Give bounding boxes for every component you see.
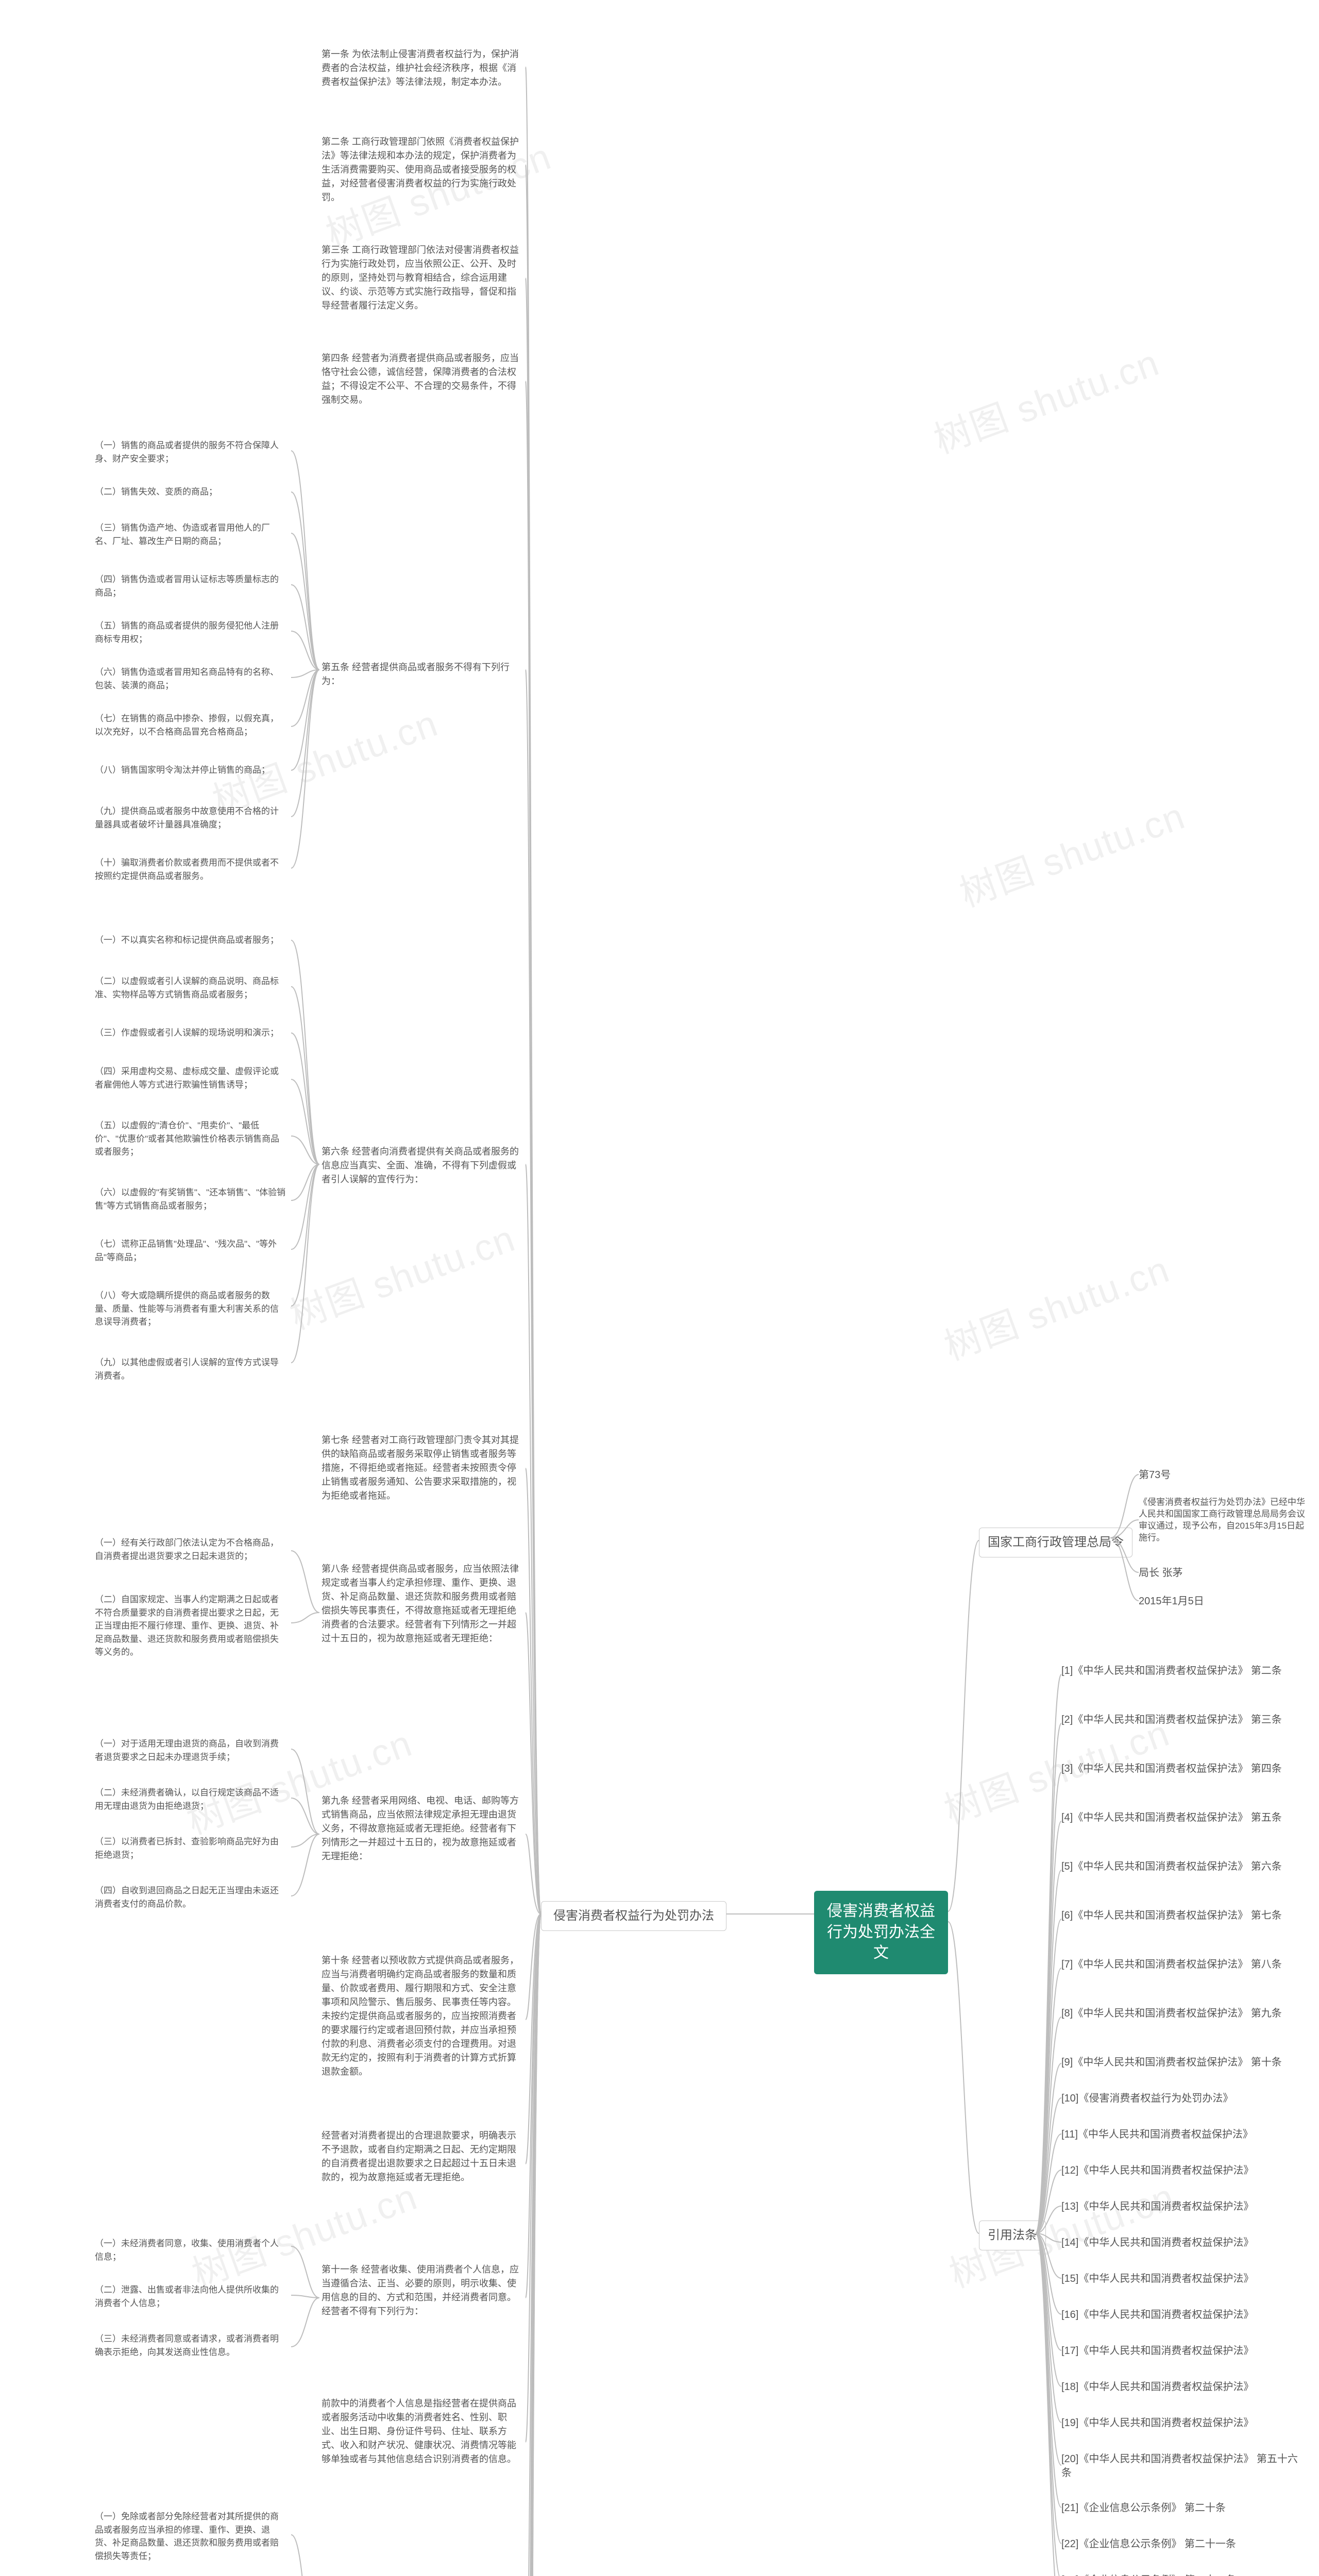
sub9-2: （三）以消费者已拆封、查验影响商品完好为由拒绝退货； bbox=[93, 1834, 289, 1862]
article-6: 第六条 经营者向消费者提供有关商品或者服务的信息应当真实、全面、准确，不得有下列… bbox=[319, 1144, 526, 1188]
sub5-8: （九）提供商品或者服务中故意使用不合格的计量器具或者破坏计量器具准确度； bbox=[93, 804, 289, 832]
article-5: 第五条 经营者提供商品或者服务不得有下列行为： bbox=[319, 659, 526, 689]
citation-6: [7]《中华人民共和国消费者权益保护法》 第八条 bbox=[1061, 1958, 1282, 1972]
citation-19: [20]《中华人民共和国消费者权益保护法》 第五十六条 bbox=[1061, 2452, 1304, 2480]
order-child-2: 局长 张茅 bbox=[1139, 1566, 1183, 1580]
watermark: 树图 shutu.cn bbox=[281, 1208, 521, 1340]
article-3: 第三条 工商行政管理部门依法对侵害消费者权益行为实施行政处罚，应当依照公正、公开… bbox=[319, 242, 526, 314]
sub5-7: （八）销售国家明令淘汰并停止销售的商品； bbox=[93, 762, 272, 778]
citation-20: [21]《企业信息公示条例》 第二十条 bbox=[1061, 2501, 1226, 2515]
sub5-6: （七）在销售的商品中掺杂、掺假，以假充真，以次充好，以不合格商品冒充合格商品； bbox=[93, 711, 289, 739]
sub6-4: （五）以虚假的"清仓价"、"甩卖价"、"最低价"、"优惠价"或者其他欺骗性价格表… bbox=[93, 1118, 289, 1160]
citation-9: [10]《侵害消费者权益行为处罚办法》 bbox=[1061, 2092, 1233, 2106]
citation-14: [15]《中华人民共和国消费者权益保护法》 bbox=[1061, 2272, 1254, 2286]
watermark: 树图 shutu.cn bbox=[925, 332, 1165, 464]
watermark: 树图 shutu.cn bbox=[951, 786, 1191, 917]
citation-10: [11]《中华人民共和国消费者权益保护法》 bbox=[1061, 2128, 1253, 2142]
sub8-1: （二）自国家规定、当事人约定期满之日起或者不符合质量要求的自消费者提出要求之日起… bbox=[93, 1592, 289, 1660]
sub6-7: （八）夸大或隐瞒所提供的商品或者服务的数量、质量、性能等与消费者有重大利害关系的… bbox=[93, 1288, 289, 1330]
citation-11: [12]《中华人民共和国消费者权益保护法》 bbox=[1061, 2164, 1254, 2178]
citation-13: [14]《中华人民共和国消费者权益保护法》 bbox=[1061, 2236, 1254, 2250]
sub6-1: （二）以虚假或者引人误解的商品说明、商品标准、实物样品等方式销售商品或者服务； bbox=[93, 974, 289, 1002]
sub6-3: （四）采用虚构交易、虚标成交量、虚假评论或者雇佣他人等方式进行欺骗性销售诱导； bbox=[93, 1064, 289, 1092]
citation-12: [13]《中华人民共和国消费者权益保护法》 bbox=[1061, 2200, 1254, 2214]
citation-1: [2]《中华人民共和国消费者权益保护法》 第三条 bbox=[1061, 1713, 1282, 1727]
citation-18: [19]《中华人民共和国消费者权益保护法》 bbox=[1061, 2416, 1254, 2430]
sub12-0: （一）免除或者部分免除经营者对其所提供的商品或者服务应当承担的修理、重作、更换、… bbox=[93, 2509, 289, 2564]
article-11b: 前款中的消费者个人信息是指经营者在提供商品或者服务活动中收集的消费者姓名、性别、… bbox=[319, 2396, 526, 2467]
sub5-3: （四）销售伪造或者冒用认证标志等质量标志的商品； bbox=[93, 572, 289, 600]
watermark: 树图 shutu.cn bbox=[936, 1239, 1176, 1370]
article-7: 第七条 经营者对工商行政管理部门责令其对其提供的缺陷商品或者服务采取停止销售或者… bbox=[319, 1432, 526, 1504]
sub11-1: （二）泄露、出售或者非法向他人提供所收集的消费者个人信息； bbox=[93, 2282, 289, 2311]
branch-order[interactable]: 国家工商行政管理总局令 bbox=[979, 1528, 1132, 1557]
order-child-0: 第73号 bbox=[1139, 1468, 1171, 1482]
citation-0: [1]《中华人民共和国消费者权益保护法》 第二条 bbox=[1061, 1664, 1282, 1678]
sub5-4: （五）销售的商品或者提供的服务侵犯他人注册商标专用权； bbox=[93, 618, 289, 647]
sub5-0: （一）销售的商品或者提供的服务不符合保障人身、财产安全要求； bbox=[93, 438, 289, 466]
sub5-9: （十）骗取消费者价款或者费用而不提供或者不按照约定提供商品或者服务。 bbox=[93, 855, 289, 884]
article-9: 第九条 经营者采用网络、电视、电话、邮购等方式销售商品，应当依照法律规定承担无理… bbox=[319, 1793, 526, 1865]
order-child-1: 《侵害消费者权益行为处罚办法》已经中华人民共和国国家工商行政管理总局局务会议审议… bbox=[1139, 1497, 1309, 1544]
citation-3: [4]《中华人民共和国消费者权益保护法》 第五条 bbox=[1061, 1811, 1282, 1825]
branch-citations-label: 引用法条 bbox=[988, 2228, 1037, 2242]
article-11: 第十一条 经营者收集、使用消费者个人信息，应当遵循合法、正当、必要的原则，明示收… bbox=[319, 2262, 526, 2319]
branch-left-main[interactable]: 侵害消费者权益行为处罚办法 bbox=[541, 1901, 726, 1931]
sub9-0: （一）对于适用无理由退货的商品，自收到消费者退货要求之日起未办理退货手续； bbox=[93, 1736, 289, 1765]
sub6-2: （三）作虚假或者引人误解的现场说明和演示； bbox=[93, 1025, 281, 1041]
branch-order-label: 国家工商行政管理总局令 bbox=[988, 1535, 1124, 1549]
sub9-1: （二）未经消费者确认，以自行规定该商品不适用无理由退货为由拒绝退货； bbox=[93, 1785, 289, 1814]
article-4: 第四条 经营者为消费者提供商品或者服务，应当恪守社会公德，诚信经营，保障消费者的… bbox=[319, 350, 526, 408]
citation-2: [3]《中华人民共和国消费者权益保护法》 第四条 bbox=[1061, 1762, 1282, 1776]
citation-4: [5]《中华人民共和国消费者权益保护法》 第六条 bbox=[1061, 1860, 1282, 1874]
article-2: 第二条 工商行政管理部门依照《消费者权益保护法》等法律法规和本办法的规定，保护消… bbox=[319, 134, 526, 206]
branch-left-label: 侵害消费者权益行为处罚办法 bbox=[553, 1909, 714, 1923]
sub11-0: （一）未经消费者同意，收集、使用消费者个人信息； bbox=[93, 2236, 289, 2264]
sub6-5: （六）以虚假的"有奖销售"、"还本销售"、"体验销售"等方式销售商品或者服务； bbox=[93, 1185, 289, 1213]
branch-citations[interactable]: 引用法条 bbox=[979, 2221, 1046, 2250]
citation-16: [17]《中华人民共和国消费者权益保护法》 bbox=[1061, 2344, 1254, 2358]
article-1: 第一条 为依法制止侵害消费者权益行为，保护消费者的合法权益，维护社会经济秩序，根… bbox=[319, 46, 526, 90]
sub5-5: （六）销售伪造或者冒用知名商品特有的名称、包装、装潢的商品； bbox=[93, 665, 289, 693]
sub5-1: （二）销售失效、变质的商品； bbox=[93, 484, 219, 500]
sub11-2: （三）未经消费者同意或者请求，或者消费者明确表示拒绝，向其发送商业性信息。 bbox=[93, 2331, 289, 2360]
citation-21: [22]《企业信息公示条例》 第二十一条 bbox=[1061, 2537, 1236, 2551]
root-node[interactable]: 侵害消费者权益行为处罚办法全文 bbox=[814, 1891, 948, 1974]
sub6-0: （一）不以真实名称和标记提供商品或者服务； bbox=[93, 933, 281, 948]
root-title: 侵害消费者权益行为处罚办法全文 bbox=[827, 1903, 935, 1961]
sub8-0: （一）经有关行政部门依法认定为不合格商品，自消费者提出退货要求之日起未退货的； bbox=[93, 1535, 289, 1564]
citation-5: [6]《中华人民共和国消费者权益保护法》 第七条 bbox=[1061, 1909, 1282, 1923]
sub6-8: （九）以其他虚假或者引人误解的宣传方式误导消费者。 bbox=[93, 1355, 289, 1383]
citation-22: [23]《企业信息公示条例》 第二十二条 bbox=[1061, 2573, 1236, 2576]
sub9-3: （四）自收到退回商品之日起无正当理由未返还消费者支付的商品价款。 bbox=[93, 1883, 289, 1911]
article-10: 第十条 经营者以预收款方式提供商品或者服务，应当与消费者明确约定商品或者服务的数… bbox=[319, 1953, 526, 2080]
order-child-3: 2015年1月5日 bbox=[1139, 1595, 1204, 1608]
citation-8: [9]《中华人民共和国消费者权益保护法》 第十条 bbox=[1061, 2056, 1282, 2070]
article-10b: 经营者对消费者提出的合理退款要求，明确表示不予退款，或者自约定期满之日起、无约定… bbox=[319, 2128, 526, 2185]
citation-15: [16]《中华人民共和国消费者权益保护法》 bbox=[1061, 2308, 1254, 2322]
article-8: 第八条 经营者提供商品或者服务，应当依照法律规定或者当事人约定承担修理、重作、更… bbox=[319, 1561, 526, 1647]
citation-17: [18]《中华人民共和国消费者权益保护法》 bbox=[1061, 2380, 1254, 2394]
citation-7: [8]《中华人民共和国消费者权益保护法》 第九条 bbox=[1061, 2007, 1282, 2021]
sub5-2: （三）销售伪造产地、伪造或者冒用他人的厂名、厂址、篡改生产日期的商品； bbox=[93, 520, 289, 549]
sub6-6: （七）谎称正品销售"处理品"、"残次品"、"等外品"等商品； bbox=[93, 1236, 289, 1265]
